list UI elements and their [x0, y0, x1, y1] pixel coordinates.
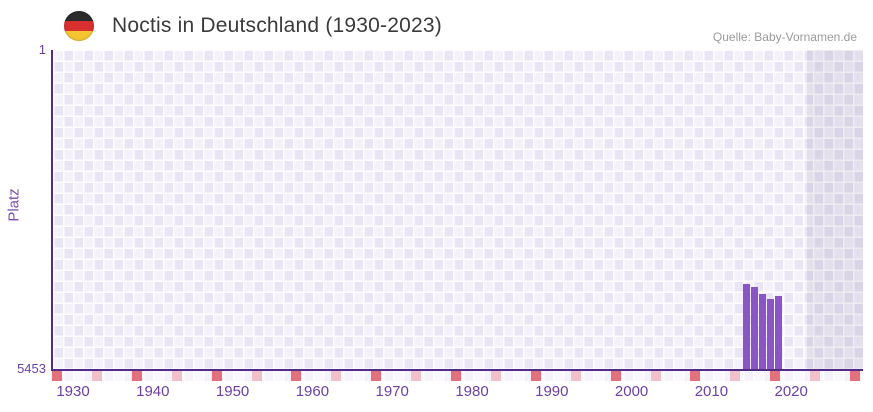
- x-tick-label-1930: 1930: [56, 383, 90, 400]
- baseline-mark-light: [810, 371, 821, 381]
- baseline-mark-light: [490, 371, 501, 381]
- y-tick-top: 1: [38, 42, 46, 57]
- source-credit: Quelle: Baby-Vornamen.de: [712, 30, 857, 44]
- x-tick-label-1960: 1960: [295, 383, 330, 400]
- baseline-mark-dark: [690, 371, 701, 381]
- baseline-mark-dark: [371, 371, 382, 381]
- baseline-mark-light: [331, 371, 342, 381]
- baseline-mark-dark: [530, 371, 541, 381]
- x-tick-label-1940: 1940: [136, 383, 170, 400]
- plot-area: [53, 50, 863, 370]
- baseline-mark-light: [91, 371, 102, 381]
- baseline-mark-dark: [211, 371, 222, 381]
- x-tick-label-2010: 2010: [694, 383, 729, 400]
- x-tick-label-2000: 2000: [614, 383, 649, 400]
- chart-title: Noctis in Deutschland (1930-2023): [112, 14, 442, 37]
- y-axis-title: Platz: [5, 188, 23, 222]
- x-tick-label-1970: 1970: [375, 383, 409, 400]
- baseline-mark-dark: [52, 371, 63, 381]
- bar-2015[interactable]: [742, 284, 751, 370]
- baseline-mark-light: [171, 371, 182, 381]
- bar-2018[interactable]: [766, 299, 775, 370]
- baseline-mark-light: [411, 371, 422, 381]
- x-tick-label-1950: 1950: [215, 383, 250, 400]
- baseline-mark-dark: [291, 371, 302, 381]
- baseline-mark-dark: [610, 371, 621, 381]
- no-data-shade-region: [807, 50, 863, 370]
- x-tick-label-2020: 2020: [774, 383, 808, 400]
- bar-2017[interactable]: [758, 294, 767, 370]
- x-axis-labels: 1930 1940 1950 1960 1970 1980 1990 2000 2010 2020: [53, 383, 863, 403]
- baseline-mark-dark: [131, 371, 142, 381]
- bar-2016[interactable]: [750, 287, 759, 370]
- baseline-mark-light: [730, 371, 741, 381]
- y-tick-bottom: 5453: [17, 361, 46, 376]
- x-axis-marks-strip: [52, 371, 863, 381]
- baseline-mark-dark: [850, 371, 861, 381]
- germany-flag-icon: [64, 11, 94, 41]
- bar-2019[interactable]: [774, 296, 783, 370]
- y-axis-line: [51, 50, 53, 371]
- baseline-mark-light: [251, 371, 262, 381]
- baseline-mark-light: [650, 371, 661, 381]
- baseline-mark-dark: [451, 371, 462, 381]
- baseline-mark-light: [570, 371, 581, 381]
- x-axis-line: [51, 369, 863, 371]
- baseline-mark-dark: [770, 371, 781, 381]
- x-tick-label-1990: 1990: [535, 383, 569, 400]
- x-tick-label-1980: 1980: [455, 383, 489, 400]
